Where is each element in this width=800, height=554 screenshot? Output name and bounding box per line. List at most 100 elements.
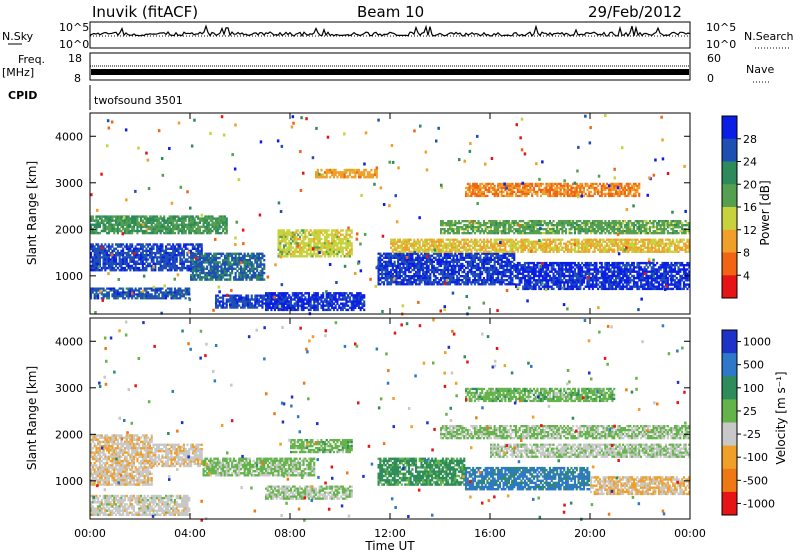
heatmap-cell xyxy=(345,229,348,232)
heatmap-cell xyxy=(275,302,278,305)
heatmap-cell xyxy=(329,171,332,174)
heatmap-cell xyxy=(629,287,632,291)
heatmap-cell xyxy=(475,264,478,268)
heatmap-cell xyxy=(495,279,498,282)
heatmap-cell xyxy=(641,274,644,278)
heatmap-cell xyxy=(297,233,300,236)
heatmap-cell xyxy=(291,298,294,301)
heatmap-cell xyxy=(625,281,628,284)
heatmap-cell xyxy=(222,263,225,266)
heatmap-cell xyxy=(118,215,121,218)
heatmap-cell xyxy=(279,242,282,245)
heatmap-cell xyxy=(495,268,498,272)
heatmap-cell xyxy=(216,223,219,226)
heatmap-cell xyxy=(240,276,243,279)
heatmap-cell xyxy=(536,261,539,265)
heatmap-cell xyxy=(172,225,175,229)
heatmap-cell xyxy=(429,258,432,261)
heatmap-cell xyxy=(486,262,489,266)
heatmap-cell xyxy=(204,278,207,281)
heatmap-cell xyxy=(329,255,332,258)
heatmap-cell xyxy=(209,269,212,273)
heatmap-cell xyxy=(398,268,401,272)
heatmap-cell xyxy=(286,298,289,301)
heatmap-cell xyxy=(166,258,169,261)
heatmap-cell xyxy=(106,291,109,294)
heatmap-cell xyxy=(213,261,216,264)
heatmap-cell xyxy=(156,289,159,292)
heatmap-cell xyxy=(668,274,671,278)
heatmap-cell xyxy=(673,281,676,284)
heatmap-cell xyxy=(588,281,591,284)
heatmap-cell xyxy=(125,219,128,222)
heatmap-cell xyxy=(127,215,130,218)
heatmap-cell xyxy=(93,231,96,235)
heatmap-cell xyxy=(350,248,353,251)
heatmap-cell xyxy=(120,251,123,255)
heatmap-cell xyxy=(145,229,148,233)
heatmap-cell xyxy=(227,252,230,255)
heatmap-cell xyxy=(252,306,255,309)
heatmap-cell xyxy=(316,231,319,234)
heatmap-cell xyxy=(513,262,516,266)
heatmap-cell xyxy=(141,266,144,270)
heatmap-cell xyxy=(232,261,235,264)
heatmap-cell xyxy=(509,270,512,274)
heatmap-cell xyxy=(173,225,176,229)
heatmap-cell xyxy=(136,256,139,259)
heatmap-cell xyxy=(291,255,294,258)
heatmap-cell xyxy=(520,266,523,269)
heatmap-cell xyxy=(120,217,123,220)
heatmap-cell xyxy=(684,272,687,275)
heatmap-cell xyxy=(500,260,503,263)
heatmap-cell xyxy=(168,266,171,270)
heatmap-cell xyxy=(613,287,616,291)
heatmap-cell xyxy=(125,245,128,248)
heatmap-cell xyxy=(593,283,596,286)
heatmap-cell xyxy=(122,251,125,255)
heatmap-cell xyxy=(222,229,225,233)
heatmap-cell xyxy=(575,272,578,275)
heatmap-cell xyxy=(452,262,455,266)
heatmap-cell xyxy=(390,279,393,282)
heatmap-cell xyxy=(156,243,159,246)
heatmap-cell xyxy=(498,279,501,282)
heatmap-cell xyxy=(445,252,448,255)
heatmap-cell xyxy=(368,175,371,179)
heatmap-cell xyxy=(165,295,168,298)
heatmap-cell xyxy=(386,270,389,274)
heatmap-cell xyxy=(204,259,207,262)
heatmap-cell xyxy=(132,260,135,263)
heatmap-cell xyxy=(629,281,632,284)
heatmap-cell xyxy=(477,262,480,266)
heatmap-cell xyxy=(541,276,544,280)
heatmap-cell xyxy=(93,262,96,265)
heatmap-cell xyxy=(322,233,325,236)
heatmap-cell xyxy=(479,256,482,259)
heatmap-cell xyxy=(572,266,575,269)
heatmap-cell xyxy=(95,243,98,246)
heatmap-cell xyxy=(220,274,223,277)
heatmap-cell xyxy=(234,278,237,281)
heatmap-cell xyxy=(188,266,191,270)
heatmap-cell xyxy=(548,279,551,282)
heatmap-cell xyxy=(357,296,360,299)
heatmap-cell xyxy=(502,268,505,272)
heatmap-cell xyxy=(200,261,203,264)
heatmap-cell xyxy=(173,291,176,294)
heatmap-cell xyxy=(609,285,612,288)
heatmap-cell xyxy=(481,260,484,263)
heatmap-cell xyxy=(273,298,276,301)
heatmap-cell xyxy=(259,276,262,279)
heatmap-cell xyxy=(593,279,596,282)
heatmap-cell xyxy=(427,252,430,255)
heatmap-cell xyxy=(291,231,294,234)
heatmap-cell xyxy=(441,268,444,272)
heatmap-cell xyxy=(445,281,448,284)
heatmap-cell xyxy=(348,171,351,174)
heatmap-cell xyxy=(115,297,118,300)
heatmap-cell xyxy=(322,306,325,309)
heatmap-cell xyxy=(345,296,348,299)
heatmap-cell xyxy=(440,283,443,286)
heatmap-cell xyxy=(282,246,285,249)
